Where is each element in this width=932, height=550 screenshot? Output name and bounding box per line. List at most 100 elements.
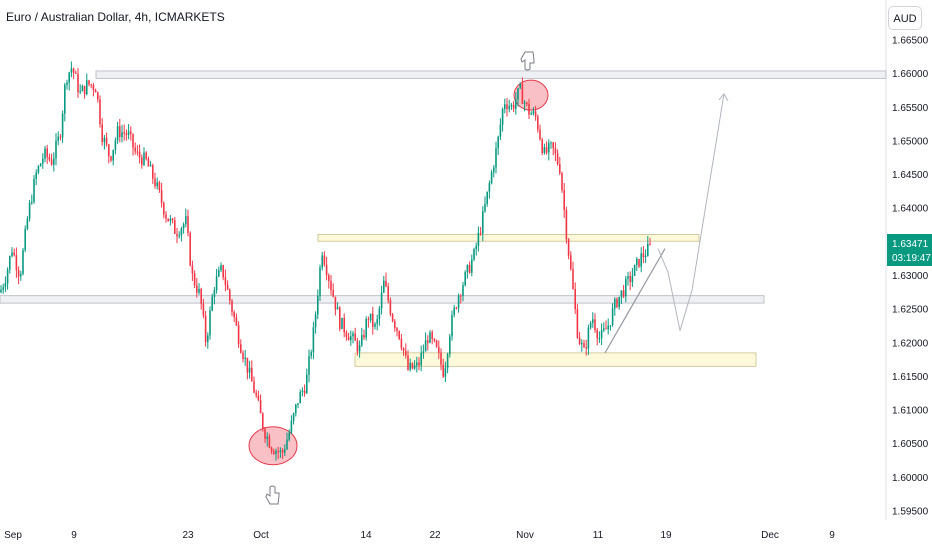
drawings-layer xyxy=(265,51,729,505)
candle-body xyxy=(391,314,394,322)
candle-body xyxy=(488,183,491,192)
candle-body xyxy=(213,290,216,297)
candle-body xyxy=(611,308,614,326)
candle-body xyxy=(279,450,282,452)
candle-body xyxy=(453,307,455,315)
candle-body xyxy=(389,300,392,315)
candle-body xyxy=(385,280,387,287)
candle-body xyxy=(226,284,229,290)
candle-body xyxy=(587,327,590,349)
candle-body xyxy=(105,137,108,145)
candle-body xyxy=(378,308,381,320)
candle-body xyxy=(442,364,444,377)
arrow-head xyxy=(718,92,729,102)
candle-body xyxy=(420,352,422,366)
candle-body xyxy=(515,99,517,109)
candle-body xyxy=(88,80,90,85)
candle-body xyxy=(6,269,9,284)
candle-body xyxy=(363,335,365,338)
candle-body xyxy=(77,73,79,93)
candle-body xyxy=(341,317,343,329)
candle-body xyxy=(319,267,321,296)
candle-body xyxy=(526,102,528,104)
candle-body xyxy=(70,68,73,73)
candle-body xyxy=(504,104,506,109)
candle-body xyxy=(413,365,416,369)
candle-body xyxy=(405,351,407,356)
candle-body xyxy=(44,148,46,159)
candle-body xyxy=(231,300,233,312)
candle-body xyxy=(523,102,526,104)
candle-body xyxy=(574,289,576,310)
candle-body xyxy=(570,255,572,270)
candle-body xyxy=(380,292,383,309)
candle-body xyxy=(246,357,249,373)
currency-button[interactable]: AUD xyxy=(888,6,922,30)
candle-body xyxy=(202,303,205,316)
candle-body xyxy=(330,280,332,291)
candle-body xyxy=(334,296,337,310)
candle-body xyxy=(585,347,587,349)
candle-body xyxy=(550,142,552,144)
candle-body xyxy=(61,113,64,138)
highlight-circle xyxy=(248,426,298,466)
candle-body xyxy=(477,232,480,246)
candle-body xyxy=(301,390,304,393)
candle-body xyxy=(614,299,616,309)
candle-body xyxy=(501,108,504,125)
candle-body xyxy=(28,202,31,219)
candle-body xyxy=(112,149,114,161)
candle-body xyxy=(369,313,372,321)
candle-body xyxy=(132,134,134,148)
candle-body xyxy=(303,390,306,394)
candle-body xyxy=(561,173,563,191)
price-tick-label: 1.64000 xyxy=(892,204,929,215)
candle-body xyxy=(224,277,227,285)
candle-body xyxy=(336,307,339,310)
candle-body xyxy=(418,362,420,366)
candle-body xyxy=(97,92,99,100)
candle-body xyxy=(376,319,378,324)
candle-body xyxy=(347,336,350,341)
candle-body xyxy=(490,172,493,184)
candle-body xyxy=(286,439,288,450)
candle-body xyxy=(31,201,33,203)
candle-body xyxy=(468,264,471,273)
candle-body xyxy=(189,233,191,266)
candle-body xyxy=(299,392,301,404)
candle-body xyxy=(416,362,418,366)
candle-body xyxy=(55,140,57,159)
candle-body xyxy=(196,285,198,293)
candle-body xyxy=(114,140,117,150)
candle-body xyxy=(130,131,132,135)
candle-body xyxy=(438,346,440,353)
candle-body xyxy=(20,274,22,277)
candle-body xyxy=(354,333,356,341)
candle-body xyxy=(229,289,231,301)
candle-body xyxy=(53,158,55,165)
candle-body xyxy=(39,163,42,167)
candle-body xyxy=(510,104,513,107)
candle-body xyxy=(138,151,141,158)
candle-body xyxy=(158,182,161,191)
last-price-label: 1.63471 xyxy=(892,239,929,250)
candle-body xyxy=(589,322,592,328)
hand-pointer-icon xyxy=(265,485,280,505)
candle-body xyxy=(642,253,645,258)
candle-body xyxy=(603,328,605,331)
candle-body xyxy=(435,340,438,347)
candle-body xyxy=(222,265,224,278)
candle-body xyxy=(367,319,370,321)
time-tick-label: 23 xyxy=(182,530,194,541)
chart-title: Euro / Australian Dollar, 4h, ICMARKETS xyxy=(6,10,225,24)
candle-body xyxy=(451,314,453,337)
candle-body xyxy=(534,111,537,117)
candle-body xyxy=(176,233,178,237)
candle-body xyxy=(383,280,385,293)
candle-body xyxy=(275,451,277,455)
candle-body xyxy=(248,367,251,373)
candle-body xyxy=(530,113,532,115)
candle-body xyxy=(559,164,561,174)
candle-body xyxy=(209,310,211,336)
